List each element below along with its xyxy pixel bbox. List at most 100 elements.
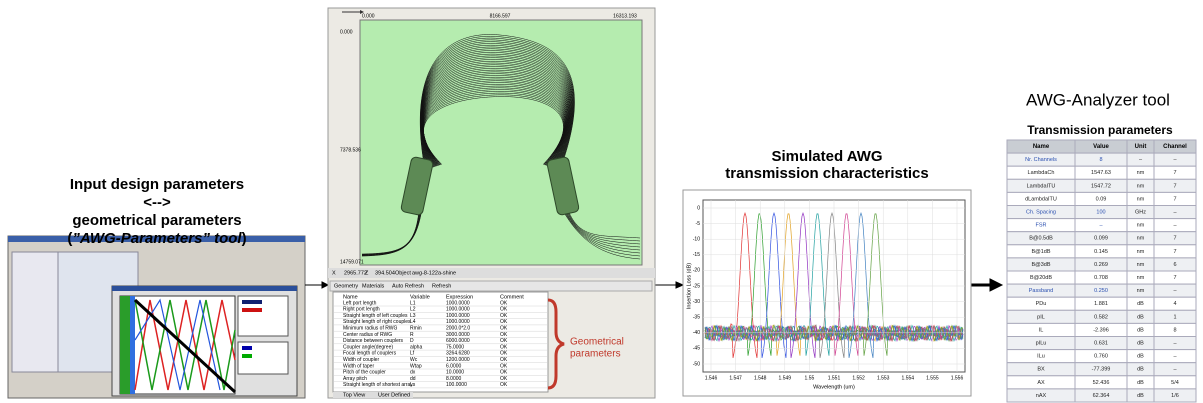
x-tick-label: 1.55 <box>805 375 815 381</box>
status-text: 2965.772 <box>344 270 367 276</box>
table-cell: 1000.0000 <box>446 313 470 319</box>
left-tool-part: ) <box>242 230 247 247</box>
table-cell: dB <box>1137 367 1144 373</box>
table-cell: OK <box>500 376 508 382</box>
table-cell: 8.0000 <box>446 376 462 382</box>
table-cell: -77.399 <box>1092 367 1111 373</box>
x-tick-label: 1.548 <box>754 375 767 381</box>
table-cell: 100.0000 <box>446 382 467 388</box>
table-cell: BX <box>1037 367 1045 373</box>
table-header: Name <box>1033 144 1050 150</box>
table-cell: nm <box>1137 183 1145 189</box>
x-tick-label: 1.552 <box>852 375 865 381</box>
table-cell: Wtap <box>410 363 422 369</box>
table-cell: IL <box>1039 327 1044 333</box>
x-axis-title: Wavelength (um) <box>813 384 855 390</box>
table-cell: 1000.0000 <box>446 300 470 306</box>
table-header: Unit <box>1135 144 1147 150</box>
ruler-label: 8166.597 <box>490 13 511 19</box>
tab-label: User Defined <box>378 392 410 398</box>
table-cell: Straight length of left couples <box>343 313 408 319</box>
table-cell: 7 <box>1173 275 1176 281</box>
y-tick-label: -35 <box>693 315 700 321</box>
table-cell: B@20dB <box>1030 275 1052 281</box>
table-cell: Distance between couplers <box>343 338 404 344</box>
table-cell: L4 <box>410 319 416 325</box>
ruler-label: 16313.193 <box>613 13 637 19</box>
table-cell: 8 <box>1099 157 1102 163</box>
y-axis-title: Insertion Loss (dB) <box>686 263 692 309</box>
table-cell: PDu <box>1036 301 1047 307</box>
status-text: X <box>332 270 336 276</box>
table-cell: pILu <box>1036 341 1047 347</box>
table-cell: Lf <box>410 351 415 357</box>
table-cell: 8 <box>1173 327 1176 333</box>
table-cell: 62.364 <box>1093 393 1110 399</box>
table-cell: 6.0000 <box>446 363 462 369</box>
x-tick-label: 1.554 <box>902 375 915 381</box>
table-cell: dB <box>1137 393 1144 399</box>
y-tick-label: -25 <box>693 283 700 289</box>
status-text: Object <box>395 270 411 276</box>
figure: Input design parameters<-->geometrical p… <box>0 0 1203 403</box>
table-cell: 3264.6280 <box>446 351 470 357</box>
table-cell: OK <box>500 319 508 325</box>
table-cell: Right port length <box>343 307 380 313</box>
y-tick-label: 0 <box>697 205 700 211</box>
table-cell: Wc <box>410 357 418 363</box>
table-cell: Ls <box>410 382 416 388</box>
table-cell: Nr. Channels <box>1025 157 1057 163</box>
table-cell: 0.269 <box>1094 262 1108 268</box>
left-title: Input design parameters <box>70 176 244 193</box>
tab-label: Auto Refresh <box>392 283 424 289</box>
table-cell: dB <box>1137 314 1144 320</box>
table-cell: OK <box>500 357 508 363</box>
table-cell: 1.881 <box>1094 301 1108 307</box>
table-cell: OK <box>500 382 508 388</box>
table-cell: 2000.0*2.0 <box>446 326 470 332</box>
table-cell: dLambdaITU <box>1025 196 1057 202</box>
table-cell: Array pitch <box>343 376 367 382</box>
ruler-label: 7378.536 <box>340 147 361 153</box>
table-cell: D <box>410 338 414 344</box>
table-cell: Straight length of right couples <box>343 319 411 325</box>
table-cell: 1547.72 <box>1091 183 1111 189</box>
tab-label: Materials <box>362 283 385 289</box>
tab-label: Geometry <box>334 283 358 289</box>
table-cell: ILu <box>1037 354 1045 360</box>
table-cell: FSR <box>1036 223 1047 229</box>
y-tick-label: -50 <box>693 361 700 367</box>
tab-label: Top View <box>343 392 365 398</box>
table-cell: 1000.0000 <box>446 307 470 313</box>
table-cell: 1200.0000 <box>446 357 470 363</box>
table-cell: Center radius of RWG <box>343 332 392 338</box>
table-cell: Passband <box>1029 288 1053 294</box>
table-cell: dB <box>1137 341 1144 347</box>
table-cell: 10.0000 <box>446 370 464 376</box>
x-tick-label: 1.551 <box>828 375 841 381</box>
table-cell: 7 <box>1173 196 1176 202</box>
table-cell: Ch. Spacing <box>1026 210 1056 216</box>
table-cell: 0.145 <box>1094 249 1108 255</box>
table-cell: R <box>410 332 414 338</box>
table-cell: nAX <box>1036 393 1047 399</box>
table-cell: dB <box>1137 380 1144 386</box>
geometry-label: Geometrical <box>570 337 624 348</box>
table-cell: LambdaITU <box>1027 183 1056 189</box>
tab-label: Refresh <box>432 283 451 289</box>
table-cell: Minimum radius of RWG <box>343 326 397 332</box>
table-cell: 0.099 <box>1094 236 1108 242</box>
table-cell: AX <box>1037 380 1045 386</box>
table-cell: 4 <box>1173 301 1176 307</box>
y-tick-label: -45 <box>693 346 700 352</box>
x-tick-label: 1.556 <box>951 375 964 381</box>
table-cell: 1/6 <box>1171 393 1179 399</box>
table-cell: 0.760 <box>1094 354 1108 360</box>
table-cell: B@1dB <box>1031 249 1050 255</box>
table-cell: Width of coupler <box>343 357 379 363</box>
table-cell: 1547.63 <box>1091 170 1111 176</box>
y-tick-label: -10 <box>693 237 700 243</box>
table-header: Value <box>1093 144 1109 150</box>
table-cell: nm <box>1137 288 1145 294</box>
table-cell: 6000.0000 <box>446 338 470 344</box>
